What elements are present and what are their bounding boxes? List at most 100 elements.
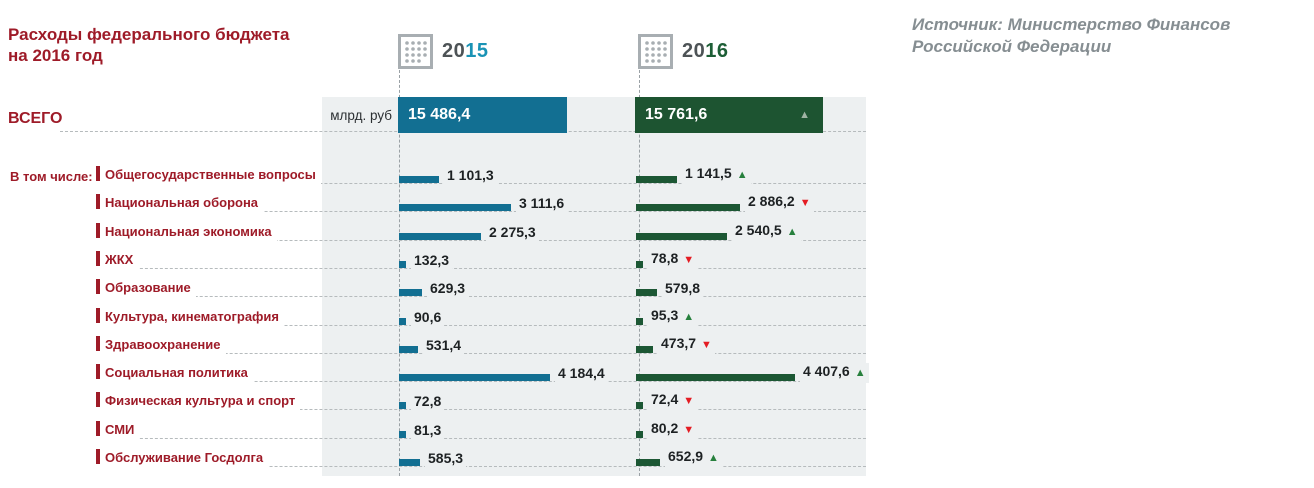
category-tick (96, 279, 100, 295)
value-2015: 132,3 (411, 251, 453, 270)
value-2016-number: 652,9 (668, 448, 704, 464)
trend-up-icon: ▲ (799, 109, 810, 121)
total-label: ВСЕГО (8, 110, 70, 128)
bar-2015 (399, 459, 420, 466)
source-note: Источник: Министерство Финансов Российск… (912, 14, 1312, 58)
value-2016: 80,2 ▼ (648, 419, 698, 440)
category-tick (96, 250, 100, 266)
value-2016: 72,4 ▼ (648, 391, 698, 412)
value-2016: 1 141,5 ▲ (682, 165, 751, 185)
value-2015: 3 111,6 (516, 195, 568, 214)
category-tick (96, 335, 100, 351)
bar-2015 (399, 204, 511, 212)
value-2015: 90,6 (411, 308, 445, 327)
value-2016-number: 72,4 (651, 391, 679, 408)
value-2016: 4 407,6 ▲ (800, 363, 869, 384)
year-label-2015: 2015 (442, 40, 489, 63)
column-header-2016: 2016 (638, 33, 729, 69)
bar-2015 (399, 289, 422, 297)
axis-line-2015 (399, 70, 400, 476)
bar-2016 (636, 260, 643, 268)
source-line2: Российской Федерации (912, 37, 1112, 56)
value-2016: 2 540,5 ▲ (732, 221, 801, 242)
category-row: Социальная политика 4 184,4 4 407,6 ▲ (0, 354, 869, 384)
bar-2016 (636, 232, 727, 240)
bar-2015 (399, 430, 406, 438)
bar-2016 (636, 176, 677, 183)
value-2015: 585,3 (425, 450, 467, 468)
value-2016: 2 886,2 ▼ (745, 193, 814, 214)
bar-2016 (636, 345, 653, 353)
category-label: Культура, кинематография (105, 308, 285, 327)
total-bar-2016: 15 761,6 ▲ (635, 97, 823, 133)
unit-label: млрд. руб (330, 107, 392, 123)
leader-line (105, 239, 866, 241)
leader-line (105, 437, 866, 439)
category-tick (96, 222, 100, 238)
leader-line (105, 324, 866, 326)
category-label: Социальная политика (105, 365, 253, 384)
value-2016-number: 95,3 (651, 306, 679, 323)
category-label: Национальная экономика (105, 223, 277, 242)
trend-up-icon: ▲ (683, 310, 695, 323)
category-tick (96, 420, 100, 436)
total-value-2015: 15 486,4 (408, 106, 471, 123)
trend-down-icon: ▼ (799, 197, 811, 210)
leader-line (105, 267, 866, 269)
value-2015: 629,3 (427, 280, 469, 299)
category-tick (96, 364, 100, 380)
category-label: ЖКХ (105, 251, 139, 270)
leader-line (105, 409, 866, 411)
bar-2016 (636, 402, 643, 410)
bar-2016 (636, 317, 643, 325)
bar-2016 (636, 430, 643, 438)
leader-line (105, 211, 866, 213)
category-tick (96, 307, 100, 323)
category-label: Национальная оборона (105, 195, 264, 214)
value-2016: 579,8 (662, 280, 704, 299)
bar-2016 (636, 374, 795, 382)
source-line1: Источник: Министерство Финансов (912, 15, 1231, 34)
value-2016: 652,9 ▲ (665, 448, 722, 468)
category-label: Физическая культура и спорт (105, 393, 301, 412)
category-row: Образование 629,3 579,8 (0, 269, 866, 299)
value-2015: 4 184,4 (555, 365, 608, 384)
category-row: Национальная оборона 3 111,6 2 886,2 ▼ (0, 184, 866, 214)
category-label: Здравоохранение (105, 336, 226, 355)
value-2016-number: 80,2 (651, 419, 679, 436)
trend-up-icon: ▲ (736, 169, 748, 181)
page-title: Расходы федерального бюджета на 2016 год (8, 24, 290, 66)
value-2016-number: 78,8 (651, 249, 679, 266)
bar-2016 (636, 459, 660, 466)
category-row: Физическая культура и спорт 72,8 72,4 ▼ (0, 382, 866, 412)
calendar-grid-icon (638, 33, 673, 69)
trend-up-icon: ▲ (786, 225, 798, 238)
value-2016: 473,7 ▼ (658, 334, 715, 355)
value-2015: 2 275,3 (486, 223, 539, 242)
trend-down-icon: ▼ (683, 253, 695, 266)
year-prefix: 20 (682, 39, 706, 62)
bar-2015 (399, 374, 550, 382)
bar-2015 (399, 402, 406, 410)
category-row: Общегосударственные вопросы 1 101,3 1 141,… (0, 156, 866, 185)
category-row: СМИ 81,3 80,2 ▼ (0, 411, 866, 440)
category-label: Обслуживание Госдолга (105, 450, 269, 468)
calendar-grid-icon (398, 33, 433, 69)
category-tick (96, 194, 100, 210)
axis-line-2016 (639, 70, 640, 476)
year-prefix: 20 (442, 39, 466, 62)
value-2016-number: 1 141,5 (685, 165, 732, 181)
category-row: Национальная экономика 2 275,3 2 540,5 ▲ (0, 213, 866, 242)
trend-down-icon: ▼ (701, 338, 712, 351)
value-2016-number: 2 540,5 (735, 221, 782, 238)
chart-panel-background (322, 97, 866, 476)
category-label: СМИ (105, 421, 140, 440)
total-bar-2015: 15 486,4 (398, 97, 567, 133)
value-2016-number: 2 886,2 (748, 193, 795, 210)
page-title-line2: на 2016 год (8, 46, 103, 65)
value-2015: 81,3 (411, 421, 445, 440)
bar-2015 (399, 176, 439, 183)
category-row: Культура, кинематография 90,6 95,3 ▲ (0, 298, 866, 327)
category-row: Обслуживание Госдолга 585,3 652,9 ▲ (0, 439, 866, 468)
